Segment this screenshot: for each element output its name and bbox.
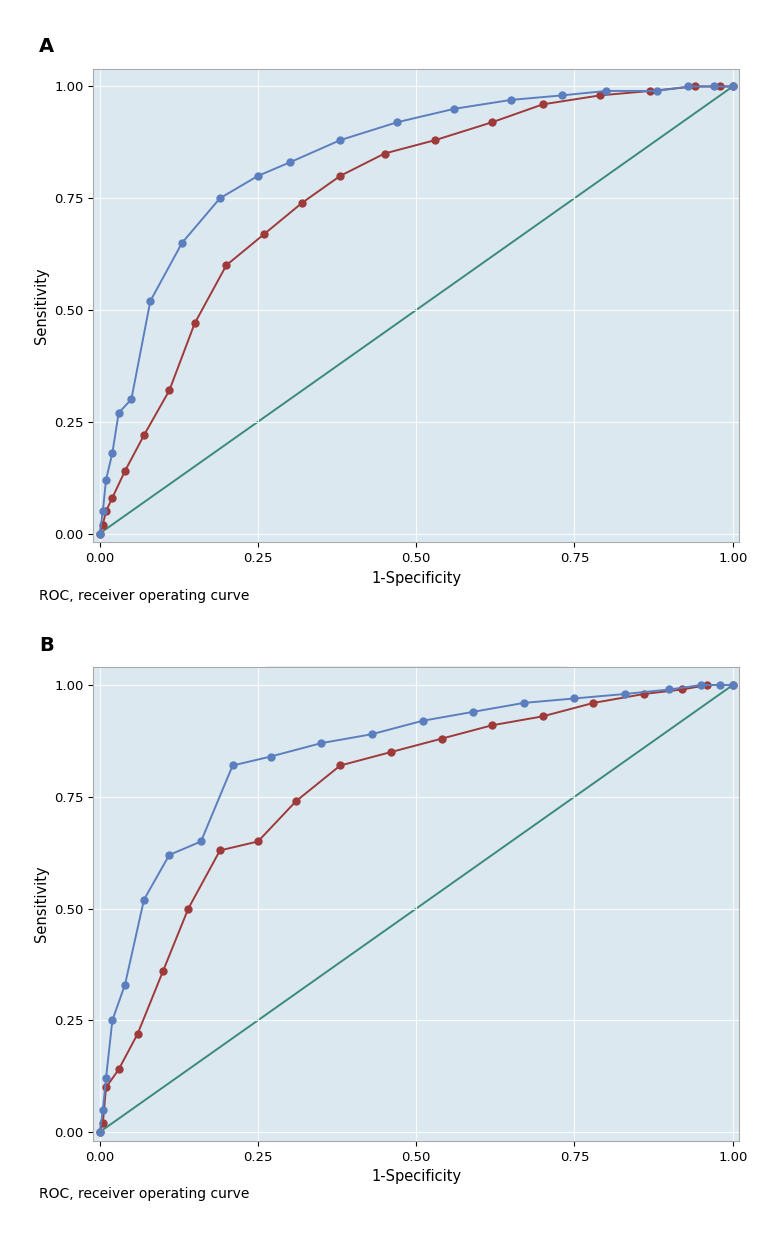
Text: A: A — [39, 37, 54, 56]
Text: ROC, receiver operating curve: ROC, receiver operating curve — [39, 1187, 249, 1201]
Legend: lhs ROC area: 0.8164, gbs ROC area: 0.717, Reference: lhs ROC area: 0.8164, gbs ROC area: 0.71… — [264, 666, 569, 716]
Text: B: B — [39, 636, 54, 655]
Y-axis label: Sensitivity: Sensitivity — [33, 865, 48, 943]
X-axis label: 1-Specificity: 1-Specificity — [371, 571, 461, 586]
X-axis label: 1-Specificity: 1-Specificity — [371, 1170, 461, 1185]
Y-axis label: Sensitivity: Sensitivity — [33, 267, 48, 344]
Text: ROC, receiver operating curve: ROC, receiver operating curve — [39, 589, 249, 602]
